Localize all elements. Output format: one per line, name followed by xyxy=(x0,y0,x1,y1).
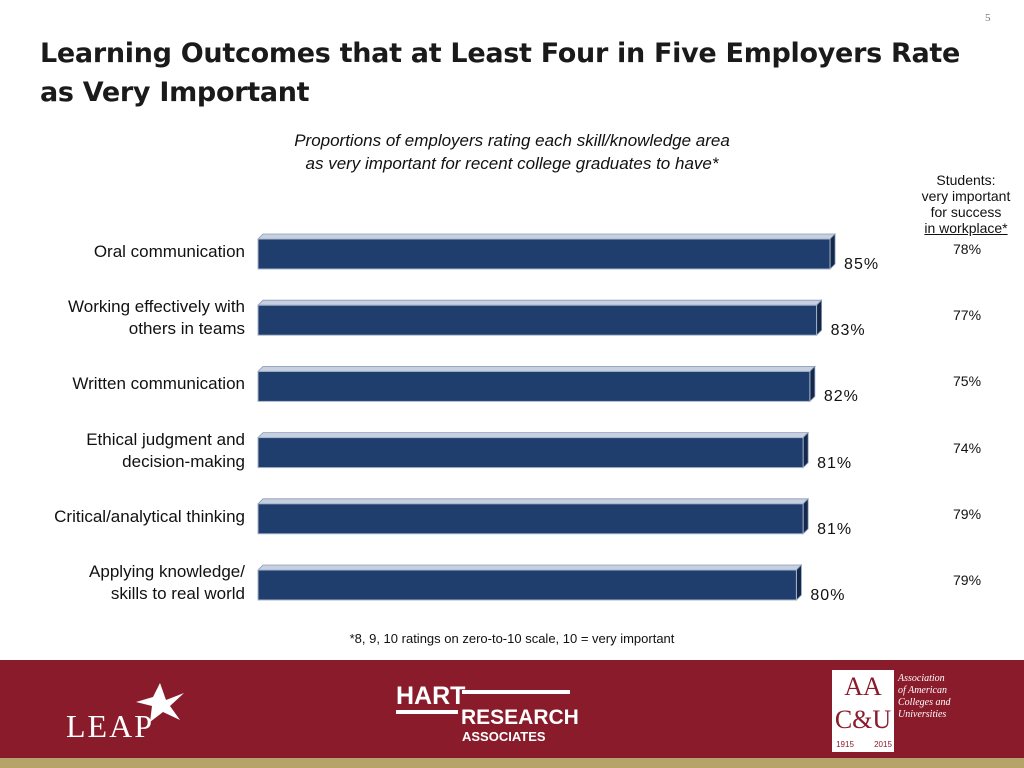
category-label: Oral communication xyxy=(93,242,245,261)
heading-line: Students: xyxy=(936,172,996,188)
category-label: Working effectively with others in teams xyxy=(68,297,245,339)
hart-logo: ASSOCIATES xyxy=(462,729,546,744)
value-label: 85% xyxy=(844,256,880,273)
aacu-name: Association xyxy=(897,673,945,684)
hart-logo: RESEARCH xyxy=(461,706,579,729)
bar-top xyxy=(257,564,803,571)
aacu-year: 2015 xyxy=(874,740,892,749)
heading-line: for success xyxy=(930,204,1002,220)
bar-side xyxy=(829,233,836,270)
heading-line: in workplace* xyxy=(924,220,1008,236)
bar xyxy=(257,569,797,601)
bar-side xyxy=(802,431,809,469)
hart-rule xyxy=(396,710,458,714)
bar xyxy=(257,503,804,535)
hart-rule xyxy=(462,690,570,694)
footnote: *8, 9, 10 ratings on zero-to-10 scale, 1… xyxy=(349,631,675,646)
bar-side xyxy=(809,365,816,403)
value-label: 83% xyxy=(830,322,866,340)
category-label: Ethical judgment and decision-making xyxy=(86,429,245,471)
students-value: 77% xyxy=(953,307,982,324)
leap-logo: LEAP xyxy=(66,708,154,744)
category-label: Applying knowledge/ skills to real world xyxy=(89,562,245,603)
students-value: 75% xyxy=(953,373,982,390)
chart-subtitle: Proportions of employers rating each ski… xyxy=(294,131,730,173)
value-label: 82% xyxy=(823,388,859,406)
students-heading: Students: very important for success in … xyxy=(896,172,1024,236)
footer-strip xyxy=(0,758,1024,768)
bar-top xyxy=(257,498,810,505)
bar-top xyxy=(257,365,816,372)
aacu-box xyxy=(832,670,894,752)
hart-logo: HART xyxy=(396,682,465,710)
bar-top xyxy=(257,299,823,306)
bar xyxy=(257,238,831,270)
students-value: 74% xyxy=(953,439,982,456)
heading-line: very important xyxy=(921,188,1011,204)
slide-title: Learning Outcomes that at Least Four in … xyxy=(40,38,960,108)
leap-star xyxy=(136,683,184,722)
students-value: 79% xyxy=(953,572,982,588)
aacu-name: of American xyxy=(898,685,947,696)
page-number: 5 xyxy=(985,12,991,24)
value-label: 80% xyxy=(810,587,846,604)
aacu-mark: AA xyxy=(844,672,882,701)
students-value: 79% xyxy=(953,505,982,522)
bar xyxy=(257,437,804,469)
aacu-name: Colleges and xyxy=(898,697,951,708)
bar-side xyxy=(796,564,802,601)
bar xyxy=(257,304,818,336)
value-label: 81% xyxy=(817,454,853,472)
aacu-name: Universities xyxy=(898,709,946,720)
bar-top xyxy=(257,432,810,439)
aacu-mark: C&U xyxy=(835,705,892,734)
bar-top xyxy=(257,233,837,240)
category-label: Written communication xyxy=(72,374,245,394)
bar xyxy=(257,370,811,402)
category-label: Critical/analytical thinking xyxy=(54,506,245,526)
value-label: 81% xyxy=(817,520,853,538)
aacu-year: 1915 xyxy=(836,740,854,749)
bar-side xyxy=(816,299,822,337)
students-value: 78% xyxy=(953,241,982,257)
bar-side xyxy=(802,497,809,535)
